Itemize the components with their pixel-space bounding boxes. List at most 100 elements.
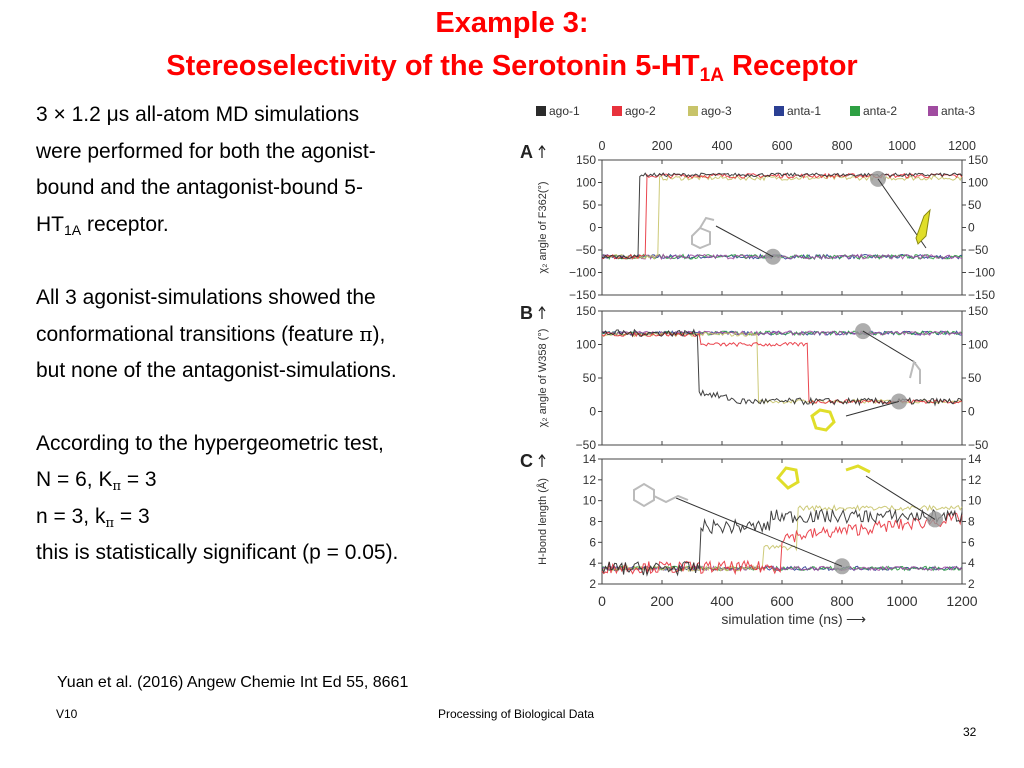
y-tick-label-right: −100 <box>968 266 995 280</box>
x-tick-label-top: 1200 <box>948 139 976 153</box>
x-tick-label-bottom: 200 <box>650 593 674 609</box>
body-line: but none of the antagonist-simulations. <box>36 358 397 382</box>
body-line: N = 6, Kπ = 3 <box>36 462 506 499</box>
molecule-antagonist <box>691 216 715 250</box>
paragraph-gap <box>36 243 506 280</box>
y-tick-label-right: 8 <box>968 515 975 529</box>
x-tick-label-top: 1000 <box>888 139 916 153</box>
y-tick-label-right: 6 <box>968 535 975 549</box>
footer-version: V10 <box>56 707 78 721</box>
pointer-line <box>845 400 900 417</box>
series-line <box>601 330 963 337</box>
y-tick-label: 100 <box>576 338 596 352</box>
page-number: 32 <box>963 725 977 739</box>
body-line: this is statistically significant (p = 0… <box>36 541 399 564</box>
y-tick-label: 100 <box>576 176 596 190</box>
pi-subscript: π <box>112 479 121 494</box>
legend-swatch <box>688 106 698 116</box>
pointer-line <box>715 225 774 258</box>
series-line <box>601 328 963 407</box>
x-tick-label-top: 400 <box>712 139 733 153</box>
y-tick-label: 0 <box>589 221 596 235</box>
x-tick-label-top: 0 <box>599 139 606 153</box>
series-line <box>601 172 963 260</box>
body-line: n = 3, kπ = 3 <box>36 499 506 536</box>
md-simulation-figure: ago-1 ago-2 ago-3 anta-1 anta-2 anta-3 0 200 400… <box>516 98 1000 630</box>
body-text-part: HT <box>36 212 64 236</box>
y-tick-label-right: 10 <box>968 494 982 508</box>
molecule-agonist <box>845 464 871 474</box>
body-line: All 3 agonist-simulations showed the <box>36 285 376 309</box>
y-tick-label-right: 100 <box>968 176 988 190</box>
body-text-part: n = 3, k <box>36 504 106 528</box>
y-tick-label: 150 <box>576 153 596 167</box>
x-tick-label-bottom: 400 <box>710 593 734 609</box>
panel-letter: C <box>520 451 533 471</box>
y-tick-label-right: 2 <box>968 577 975 591</box>
body-text-part: N = 6, K <box>36 468 113 491</box>
series-line <box>601 174 963 260</box>
y-tick-label: 10 <box>583 494 597 508</box>
y-tick-label: 14 <box>583 452 597 466</box>
pointer-line <box>675 497 843 567</box>
series-line <box>601 172 963 260</box>
body-subscript: 1A <box>64 221 82 238</box>
y-tick-label-right: −50 <box>968 243 989 257</box>
title-subscript: 1A <box>699 65 724 86</box>
y-axis-label: H-bond length (Å) <box>536 478 549 565</box>
series-line <box>601 331 963 405</box>
x-tick-label-bottom: 1200 <box>946 593 977 609</box>
y-tick-label-right: 100 <box>968 338 988 352</box>
slide-title-line-2: Stereoselectivity of the Serotonin 5-HT1… <box>0 49 1024 86</box>
x-axis-label: simulation time (ns) <box>721 611 842 627</box>
y-tick-label: 50 <box>583 198 597 212</box>
y-tick-label-right: 0 <box>968 405 975 419</box>
title-text: Stereoselectivity of the Serotonin 5-HT <box>166 50 700 82</box>
body-line: 3 × 1.2 μs all-atom MD simulations <box>36 103 360 126</box>
molecule-agonist <box>915 208 931 245</box>
x-tick-label-top: 800 <box>832 139 853 153</box>
series-line <box>601 253 963 261</box>
body-line: HT1A receptor. <box>36 207 506 244</box>
body-line: conformational transitions (feature π), <box>36 316 506 353</box>
y-tick-label: −50 <box>576 438 597 452</box>
body-text-part: conformational transitions (feature <box>36 323 360 346</box>
y-tick-label-right: 14 <box>968 452 982 466</box>
x-tick-label-bottom: 1000 <box>886 593 917 609</box>
pointer-line <box>862 330 917 364</box>
y-tick-label: −50 <box>576 243 597 257</box>
y-tick-label: 4 <box>589 556 596 570</box>
panel-arrow <box>538 145 546 158</box>
legend-label: ago-3 <box>701 104 732 118</box>
pi-symbol: π <box>359 322 373 346</box>
body-text: 3 × 1.2 μs all-atom MD simulations were … <box>36 97 506 572</box>
molecule-antagonist <box>633 482 689 508</box>
x-tick-label-top: 200 <box>652 139 673 153</box>
y-tick-label-right: −150 <box>968 288 995 302</box>
legend-label: anta-3 <box>941 104 975 118</box>
panel-arrow <box>538 454 546 467</box>
legend-swatch <box>928 106 938 116</box>
y-tick-label: 12 <box>583 473 597 487</box>
molecule-agonist <box>810 408 836 432</box>
y-tick-label-right: 150 <box>968 304 988 318</box>
highlight-marker <box>870 170 886 187</box>
y-tick-label: 0 <box>589 405 596 419</box>
legend-label: ago-2 <box>625 104 656 118</box>
legend-label: ago-1 <box>549 104 580 118</box>
panel-letter: A <box>520 142 533 162</box>
legend-label: anta-1 <box>787 104 821 118</box>
molecule-agonist <box>775 466 800 490</box>
y-tick-label: 150 <box>576 304 596 318</box>
body-line: bound and the antagonist-bound 5- <box>36 176 363 199</box>
footer-course: Processing of Biological Data <box>438 707 595 721</box>
y-tick-label-right: 50 <box>968 198 982 212</box>
pointer-line <box>865 475 936 520</box>
x-tick-label-top: 600 <box>772 139 793 153</box>
paragraph-gap <box>36 389 506 426</box>
y-tick-label: 2 <box>589 577 596 591</box>
panel-letter: B <box>520 303 533 323</box>
y-tick-label-right: 12 <box>968 473 982 487</box>
x-tick-label-bottom: 600 <box>770 593 794 609</box>
body-text-part: receptor. <box>81 212 169 236</box>
